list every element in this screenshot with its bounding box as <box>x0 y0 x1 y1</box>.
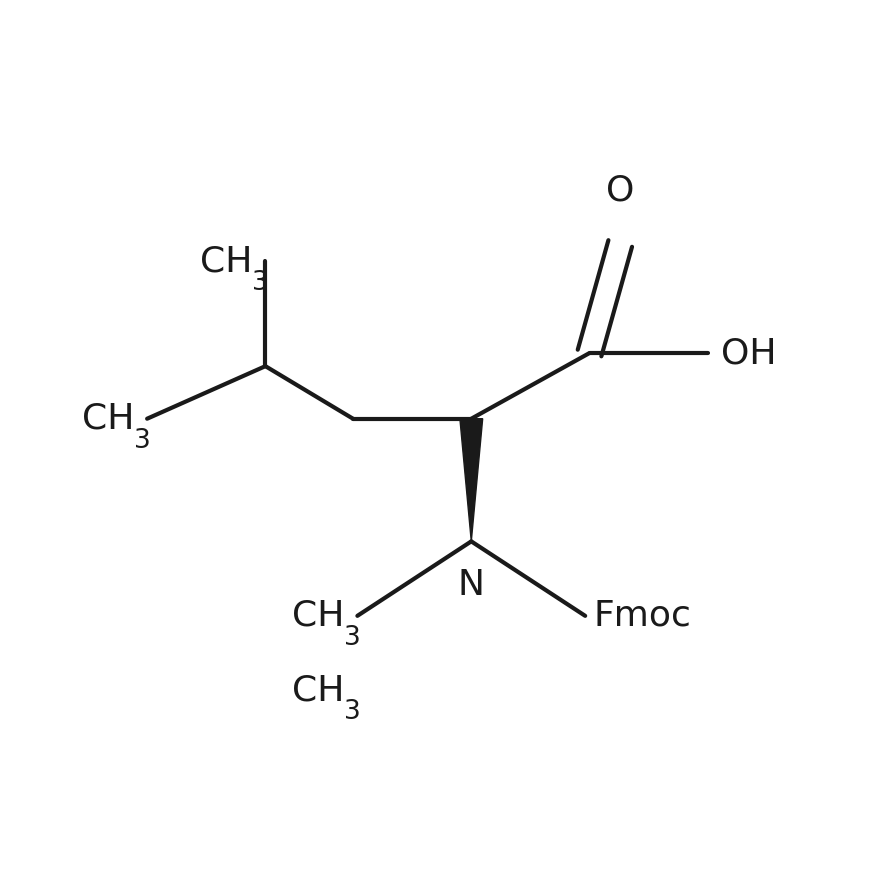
Text: CH: CH <box>292 674 344 708</box>
Text: N: N <box>457 568 485 602</box>
Text: CH: CH <box>82 401 134 436</box>
Text: CH: CH <box>200 244 252 278</box>
Text: 3: 3 <box>344 700 361 725</box>
Text: CH: CH <box>292 599 344 633</box>
Text: O: O <box>606 174 635 208</box>
Text: 3: 3 <box>252 270 269 295</box>
Text: 3: 3 <box>134 427 150 454</box>
Text: OH: OH <box>721 336 776 370</box>
Polygon shape <box>460 418 482 541</box>
Text: 3: 3 <box>344 625 361 651</box>
Text: Fmoc: Fmoc <box>594 599 692 633</box>
